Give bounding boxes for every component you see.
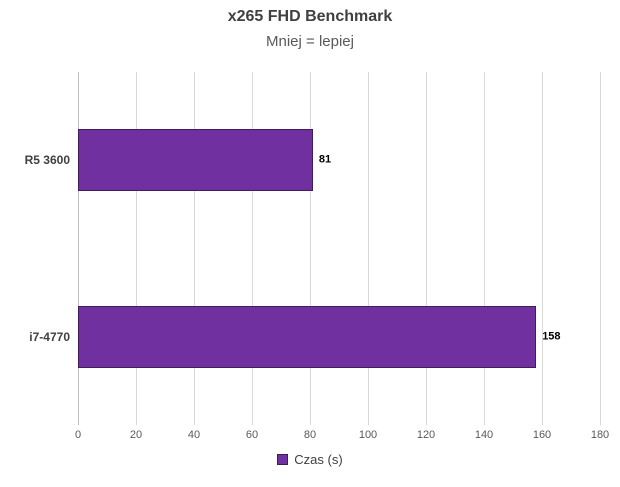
gridline <box>252 72 253 425</box>
gridline <box>136 72 137 425</box>
x-tick-label: 160 <box>532 429 552 441</box>
x-tick-label: 20 <box>129 429 143 441</box>
x-tick-label: 100 <box>358 429 378 441</box>
gridline <box>310 72 311 425</box>
x-tick-label: 40 <box>187 429 201 441</box>
chart-title: x265 FHD Benchmark <box>227 8 393 25</box>
category-label: R5 3600 <box>24 153 70 168</box>
x-tick-label: 180 <box>590 429 610 441</box>
gridline <box>426 72 427 425</box>
gridline <box>484 72 485 425</box>
value-label: 158 <box>542 330 561 343</box>
bar-i7-4770 <box>78 305 537 368</box>
x-tick-label: 0 <box>74 429 82 441</box>
legend-swatch-icon <box>277 454 289 465</box>
legend-label: Czas (s) <box>294 452 343 467</box>
x-tick-label: 120 <box>416 429 436 441</box>
x-tick-label: 140 <box>474 429 494 441</box>
gridline <box>542 72 543 425</box>
x-tick-label: 60 <box>245 429 259 441</box>
bar-r5-3600 <box>78 129 313 192</box>
legend: Czas (s) <box>0 452 620 467</box>
gridline <box>368 72 369 425</box>
gridline <box>194 72 195 425</box>
x-tick-label: 80 <box>303 429 317 441</box>
gridline <box>600 72 601 425</box>
value-label: 81 <box>318 153 332 166</box>
category-label: i7-4770 <box>29 329 70 344</box>
chart-subtitle: Mniej = lepiej <box>266 33 354 50</box>
y-axis-line <box>78 72 79 425</box>
plot-area: 81 158 <box>78 72 601 425</box>
